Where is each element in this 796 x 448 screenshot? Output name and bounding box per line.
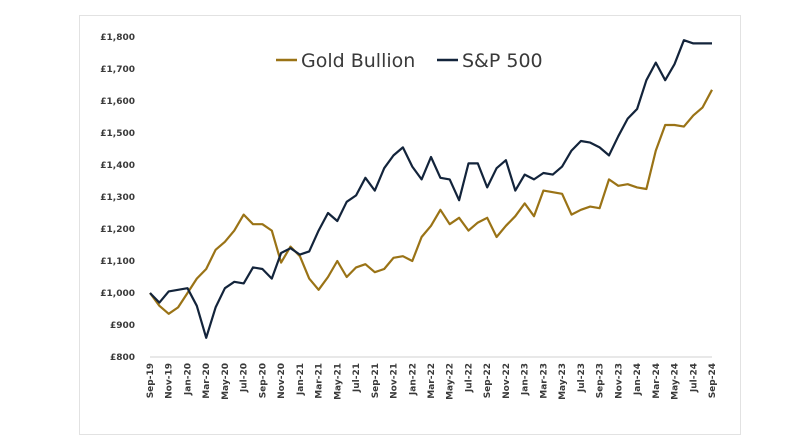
- y-tick-label: £1,500: [100, 129, 135, 139]
- x-tick-label: May-22: [446, 363, 456, 400]
- y-axis-ticks: £800 £900 £1,000 £1,100 £1,200 £1,300 £1,400 £1…: [100, 33, 135, 363]
- series-lines: [149, 39, 713, 339]
- x-tick-label: Sep-23: [596, 363, 606, 398]
- x-tick-label: Mar-23: [539, 363, 549, 399]
- x-tick-label: Sep-21: [371, 363, 381, 398]
- x-tick-label: Jan-21: [296, 363, 306, 396]
- series-line-sp500: [149, 39, 712, 339]
- x-tick-label: Nov-21: [390, 363, 400, 399]
- chart-frame: £800 £900 £1,000 £1,100 £1,200 £1,300 £1,400 £1…: [79, 15, 741, 435]
- x-tick-label: Nov-23: [614, 363, 624, 399]
- y-tick-label: £1,000: [100, 289, 135, 299]
- x-tick-label: Jul-22: [464, 363, 474, 393]
- x-tick-label: Jul-24: [689, 363, 699, 393]
- x-tick-label: Jul-23: [577, 363, 587, 393]
- x-tick-label: Jan-20: [183, 363, 193, 396]
- x-tick-label: Nov-20: [277, 363, 287, 399]
- x-tick-label: Jan-24: [633, 363, 643, 396]
- x-tick-label: Mar-21: [315, 363, 325, 399]
- legend-label-sp500: S&P 500: [462, 50, 543, 72]
- legend: Gold Bullion S&P 500: [276, 50, 543, 72]
- x-tick-label: Jul-20: [240, 363, 250, 393]
- y-tick-label: £1,100: [100, 257, 135, 267]
- y-tick-label: £1,200: [100, 225, 135, 235]
- series-line-gold-bullion: [149, 89, 713, 315]
- x-tick-label: May-20: [221, 363, 231, 400]
- line-chart: £800 £900 £1,000 £1,100 £1,200 £1,300 £1,400 £1…: [100, 33, 718, 400]
- x-tick-label: Nov-19: [165, 363, 175, 399]
- x-tick-label: Nov-22: [502, 363, 512, 399]
- x-tick-label: May-23: [558, 363, 568, 400]
- x-tick-label: Sep-24: [708, 363, 718, 398]
- y-tick-label: £1,400: [100, 161, 135, 171]
- x-tick-label: May-21: [333, 363, 343, 400]
- x-tick-label: Mar-22: [427, 363, 437, 399]
- x-tick-label: Jan-23: [521, 363, 531, 396]
- x-tick-label: Sep-22: [483, 363, 493, 398]
- legend-label-gold: Gold Bullion: [301, 50, 415, 72]
- y-tick-label: £1,800: [100, 33, 135, 43]
- x-tick-label: Sep-19: [146, 363, 156, 398]
- y-tick-label: £1,700: [100, 65, 135, 75]
- y-tick-label: £800: [110, 353, 135, 363]
- x-tick-label: Jul-21: [352, 363, 362, 393]
- x-tick-label: Mar-20: [202, 363, 212, 399]
- x-tick-label: Sep-20: [258, 363, 268, 398]
- y-tick-label: £1,600: [100, 97, 135, 107]
- x-axis-ticks: Sep-19 Nov-19 Jan-20 Mar-20 May-20 Jul-20 Sep-…: [146, 363, 718, 400]
- x-tick-label: Mar-24: [652, 363, 662, 399]
- y-tick-label: £1,300: [100, 193, 135, 203]
- y-tick-label: £900: [110, 321, 135, 331]
- x-tick-label: May-24: [671, 363, 681, 400]
- x-tick-label: Jan-22: [408, 363, 418, 396]
